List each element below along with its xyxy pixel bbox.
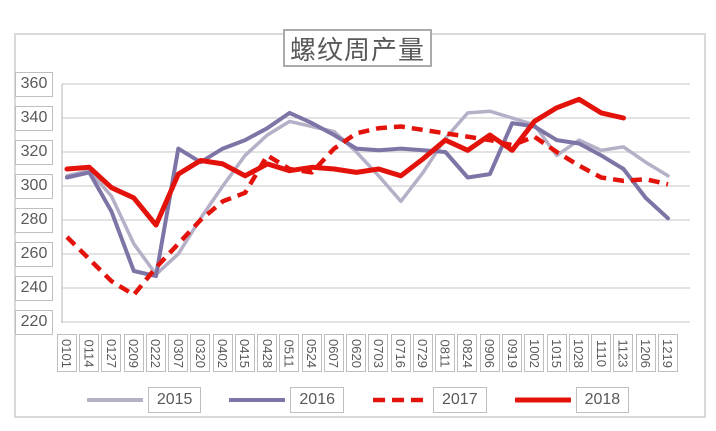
x-tick-label-0703: 0703 xyxy=(368,334,389,372)
x-tick-text: 1110 xyxy=(593,339,609,367)
x-tick-label-0415: 0415 xyxy=(234,334,255,372)
x-tick-text: 0127 xyxy=(103,338,119,368)
x-tick-label-0127: 0127 xyxy=(101,334,122,372)
x-tick-text: 0703 xyxy=(370,338,386,368)
x-tick-text: 0511 xyxy=(281,339,297,367)
x-tick-text: 0811 xyxy=(437,339,453,367)
y-tick-label-240: 240 xyxy=(15,275,53,301)
y-tick-label-280: 280 xyxy=(15,207,53,233)
x-tick-label-0906: 0906 xyxy=(479,334,500,372)
x-tick-text: 0607 xyxy=(326,338,342,368)
x-tick-text: 1002 xyxy=(526,338,542,368)
legend-item-2017: 2017 xyxy=(372,387,487,413)
x-tick-text: 0101 xyxy=(59,338,75,368)
x-tick-label-1002: 1002 xyxy=(524,334,545,372)
legend-line-sample-2015 xyxy=(86,398,143,402)
chart-legend: 2015 2016 2017 2018 xyxy=(0,386,716,414)
x-tick-label-0114: 0114 xyxy=(79,334,100,372)
x-tick-label-0320: 0320 xyxy=(190,334,211,372)
x-tick-label-0511: 0511 xyxy=(279,334,300,372)
chart-title: 螺纹周产量 xyxy=(283,29,432,67)
x-tick-text: 0402 xyxy=(215,338,231,368)
x-tick-text: 0222 xyxy=(148,338,164,368)
x-tick-label-1015: 1015 xyxy=(546,334,567,372)
legend-line-sample-2017 xyxy=(373,397,427,403)
x-tick-label-1219: 1219 xyxy=(657,334,678,372)
x-tick-label-0222: 0222 xyxy=(145,334,166,372)
x-tick-label-0824: 0824 xyxy=(457,334,478,372)
x-tick-text: 0114 xyxy=(81,339,97,367)
x-tick-text: 1123 xyxy=(615,339,631,367)
y-tick-label-360: 360 xyxy=(15,71,53,97)
x-tick-text: 0716 xyxy=(393,338,409,368)
x-tick-label-0716: 0716 xyxy=(390,334,411,372)
x-tick-label-0620: 0620 xyxy=(346,334,367,372)
x-tick-text: 0524 xyxy=(304,338,320,368)
x-tick-label-0307: 0307 xyxy=(168,334,189,372)
y-tick-label-320: 320 xyxy=(15,139,53,165)
x-tick-label-0101: 0101 xyxy=(56,334,77,372)
legend-label-2015: 2015 xyxy=(147,387,202,413)
y-tick-label-300: 300 xyxy=(15,173,53,199)
x-tick-text: 0729 xyxy=(415,338,431,368)
legend-line-sample-2016 xyxy=(229,398,286,402)
legend-item-2018: 2018 xyxy=(514,387,630,413)
x-tick-text: 1015 xyxy=(549,338,565,368)
x-tick-label-0402: 0402 xyxy=(212,334,233,372)
x-tick-text: 0209 xyxy=(126,338,142,368)
legend-line-sample-2018 xyxy=(514,397,571,403)
x-tick-text: 0620 xyxy=(348,338,364,368)
x-tick-label-0607: 0607 xyxy=(323,334,344,372)
legend-label-2016: 2016 xyxy=(290,387,344,413)
x-tick-text: 1219 xyxy=(660,338,676,368)
legend-label-2017: 2017 xyxy=(433,387,487,413)
y-tick-label-340: 340 xyxy=(15,105,53,131)
x-tick-text: 0824 xyxy=(459,338,475,368)
x-tick-label-0729: 0729 xyxy=(412,334,433,372)
x-tick-label-0524: 0524 xyxy=(301,334,322,372)
x-tick-text: 1206 xyxy=(638,338,654,368)
x-tick-label-1206: 1206 xyxy=(635,334,656,372)
y-tick-label-260: 260 xyxy=(15,241,53,267)
x-tick-label-1028: 1028 xyxy=(568,334,589,372)
x-tick-text: 1028 xyxy=(571,338,587,368)
x-tick-label-1110: 1110 xyxy=(591,334,612,372)
x-tick-label-0428: 0428 xyxy=(257,334,278,372)
x-tick-label-0811: 0811 xyxy=(435,334,456,372)
x-tick-label-1123: 1123 xyxy=(613,334,634,372)
x-tick-label-0209: 0209 xyxy=(123,334,144,372)
x-tick-text: 0906 xyxy=(482,338,498,368)
x-tick-text: 0320 xyxy=(192,338,208,368)
x-tick-label-0919: 0919 xyxy=(501,334,522,372)
x-tick-text: 0307 xyxy=(170,338,186,368)
x-tick-text: 0428 xyxy=(259,338,275,368)
legend-item-2016: 2016 xyxy=(229,387,344,413)
y-tick-label-220: 220 xyxy=(15,309,53,335)
x-tick-text: 0415 xyxy=(237,338,253,368)
x-tick-text: 0919 xyxy=(504,338,520,368)
legend-item-2015: 2015 xyxy=(86,387,202,413)
legend-label-2018: 2018 xyxy=(575,387,630,413)
